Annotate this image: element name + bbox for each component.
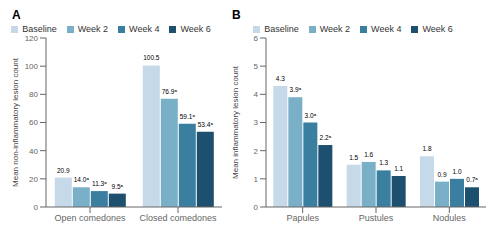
svg-text:3.9ᵃ: 3.9ᵃ [290, 86, 302, 93]
svg-text:Mean non-inflammatory lesion c: Mean non-inflammatory lesion count [11, 57, 20, 187]
svg-text:Papules: Papules [286, 213, 319, 223]
svg-text:Pustules: Pustules [359, 213, 394, 223]
svg-text:5: 5 [254, 62, 259, 71]
svg-text:20.9: 20.9 [57, 167, 70, 174]
svg-text:4.3: 4.3 [276, 75, 285, 82]
svg-text:1.5: 1.5 [349, 154, 358, 161]
svg-text:2: 2 [254, 147, 259, 156]
svg-text:1.6: 1.6 [364, 151, 373, 158]
svg-text:76.9ᵃ: 76.9ᵃ [162, 88, 178, 95]
html-text:B: B [232, 8, 241, 22]
svg-text:100.5: 100.5 [143, 54, 160, 61]
svg-text:6: 6 [254, 34, 259, 43]
svg-text:0.7ᵃ: 0.7ᵃ [466, 176, 478, 183]
svg-text:0: 0 [34, 203, 39, 212]
svg-text:Closed comedones: Closed comedones [139, 213, 217, 223]
html-text:Week 6: Week 6 [422, 24, 453, 34]
svg-text:Nodules: Nodules [433, 213, 467, 223]
html-text:A: A [12, 8, 21, 22]
svg-text:4: 4 [254, 90, 259, 99]
html-text:Week 4: Week 4 [129, 24, 160, 34]
html-text:Baseline: Baseline [22, 24, 57, 34]
svg-text:0.9: 0.9 [437, 171, 446, 178]
svg-text:59.1ᵃ: 59.1ᵃ [180, 113, 196, 120]
html-text:Week 4: Week 4 [371, 24, 402, 34]
html-text:Week 2: Week 2 [319, 24, 351, 34]
svg-text:80: 80 [29, 90, 38, 99]
svg-text:3: 3 [254, 118, 259, 127]
svg-text:0: 0 [254, 203, 259, 212]
svg-text:Mean inflammatory lesion count: Mean inflammatory lesion count [231, 65, 240, 179]
svg-text:120: 120 [25, 34, 39, 43]
svg-text:2.2ᵃ: 2.2ᵃ [320, 134, 332, 141]
svg-text:60: 60 [29, 118, 38, 127]
svg-text:14.0ᵃ: 14.0ᵃ [74, 176, 90, 183]
svg-text:Open comedones: Open comedones [54, 213, 126, 223]
svg-text:53.4ᵃ: 53.4ᵃ [198, 121, 214, 128]
svg-text:1.3: 1.3 [379, 159, 388, 166]
svg-text:100: 100 [25, 62, 39, 71]
svg-text:1.8: 1.8 [422, 145, 431, 152]
svg-text:1.1: 1.1 [394, 165, 403, 172]
svg-text:3.0ᵃ: 3.0ᵃ [305, 112, 317, 119]
svg-text:1.0: 1.0 [452, 168, 461, 175]
svg-text:11.3ᵃ: 11.3ᵃ [92, 180, 107, 187]
svg-text:9.5ᵃ: 9.5ᵃ [112, 183, 124, 190]
svg-text:40: 40 [29, 147, 38, 156]
html-text:Baseline: Baseline [264, 24, 299, 34]
svg-text:20: 20 [29, 175, 38, 184]
svg-text:1: 1 [254, 175, 259, 184]
html-text:Week 2: Week 2 [77, 24, 109, 34]
html-text:Week 6: Week 6 [180, 24, 211, 34]
